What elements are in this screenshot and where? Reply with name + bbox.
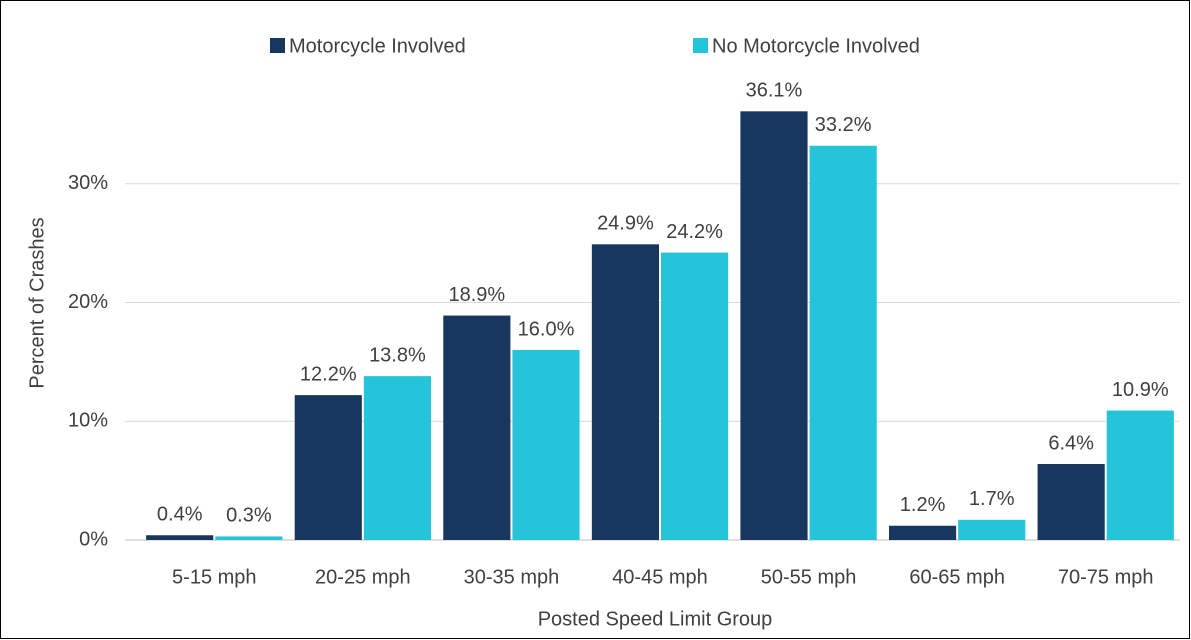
bar: [363, 376, 432, 540]
bar: [740, 111, 808, 540]
bar: [591, 244, 659, 540]
y-tick-label: 30%: [68, 172, 108, 194]
data-label: 13.8%: [369, 344, 426, 366]
data-label: 24.9%: [597, 213, 654, 235]
bar: [215, 536, 283, 540]
data-label: 1.2%: [900, 494, 946, 516]
x-tick-label: 70-75 mph: [1058, 566, 1154, 588]
legend-label: Motorcycle Involved: [289, 35, 466, 57]
data-label: 10.9%: [1112, 379, 1169, 401]
data-label: 18.9%: [448, 284, 505, 306]
y-axis-title: Percent of Crashes: [26, 217, 48, 388]
x-tick-label: 50-55 mph: [761, 566, 857, 588]
legend-swatch: [693, 38, 708, 53]
y-tick-label: 0%: [79, 528, 108, 550]
y-tick-label: 10%: [68, 410, 108, 432]
bar: [443, 315, 511, 540]
bar: [294, 395, 362, 540]
bar: [1106, 410, 1174, 540]
x-tick-label: 20-25 mph: [315, 566, 411, 588]
x-tick-label: 30-35 mph: [464, 566, 560, 588]
data-label: 12.2%: [300, 363, 357, 385]
y-tick-label: 20%: [68, 291, 108, 313]
legend-label: No Motorcycle Involved: [712, 35, 920, 57]
legend-swatch: [270, 38, 285, 53]
bar: [512, 350, 580, 540]
data-label: 33.2%: [815, 114, 872, 136]
data-label: 1.7%: [969, 488, 1015, 510]
bar: [888, 525, 957, 540]
data-label: 0.4%: [157, 504, 203, 526]
data-label: 24.2%: [666, 221, 723, 243]
bar: [146, 535, 214, 540]
data-label: 6.4%: [1048, 432, 1094, 454]
x-tick-label: 5-15 mph: [172, 566, 257, 588]
x-tick-label: 60-65 mph: [909, 566, 1005, 588]
data-label: 16.0%: [518, 318, 575, 340]
x-tick-label: 40-45 mph: [612, 566, 708, 588]
bar: [958, 519, 1026, 540]
bar: [1037, 464, 1105, 540]
x-axis-title: Posted Speed Limit Group: [538, 608, 773, 630]
data-label: 36.1%: [746, 80, 803, 102]
data-label: 0.3%: [226, 505, 272, 527]
bar: [661, 252, 729, 540]
bar: [809, 145, 877, 540]
